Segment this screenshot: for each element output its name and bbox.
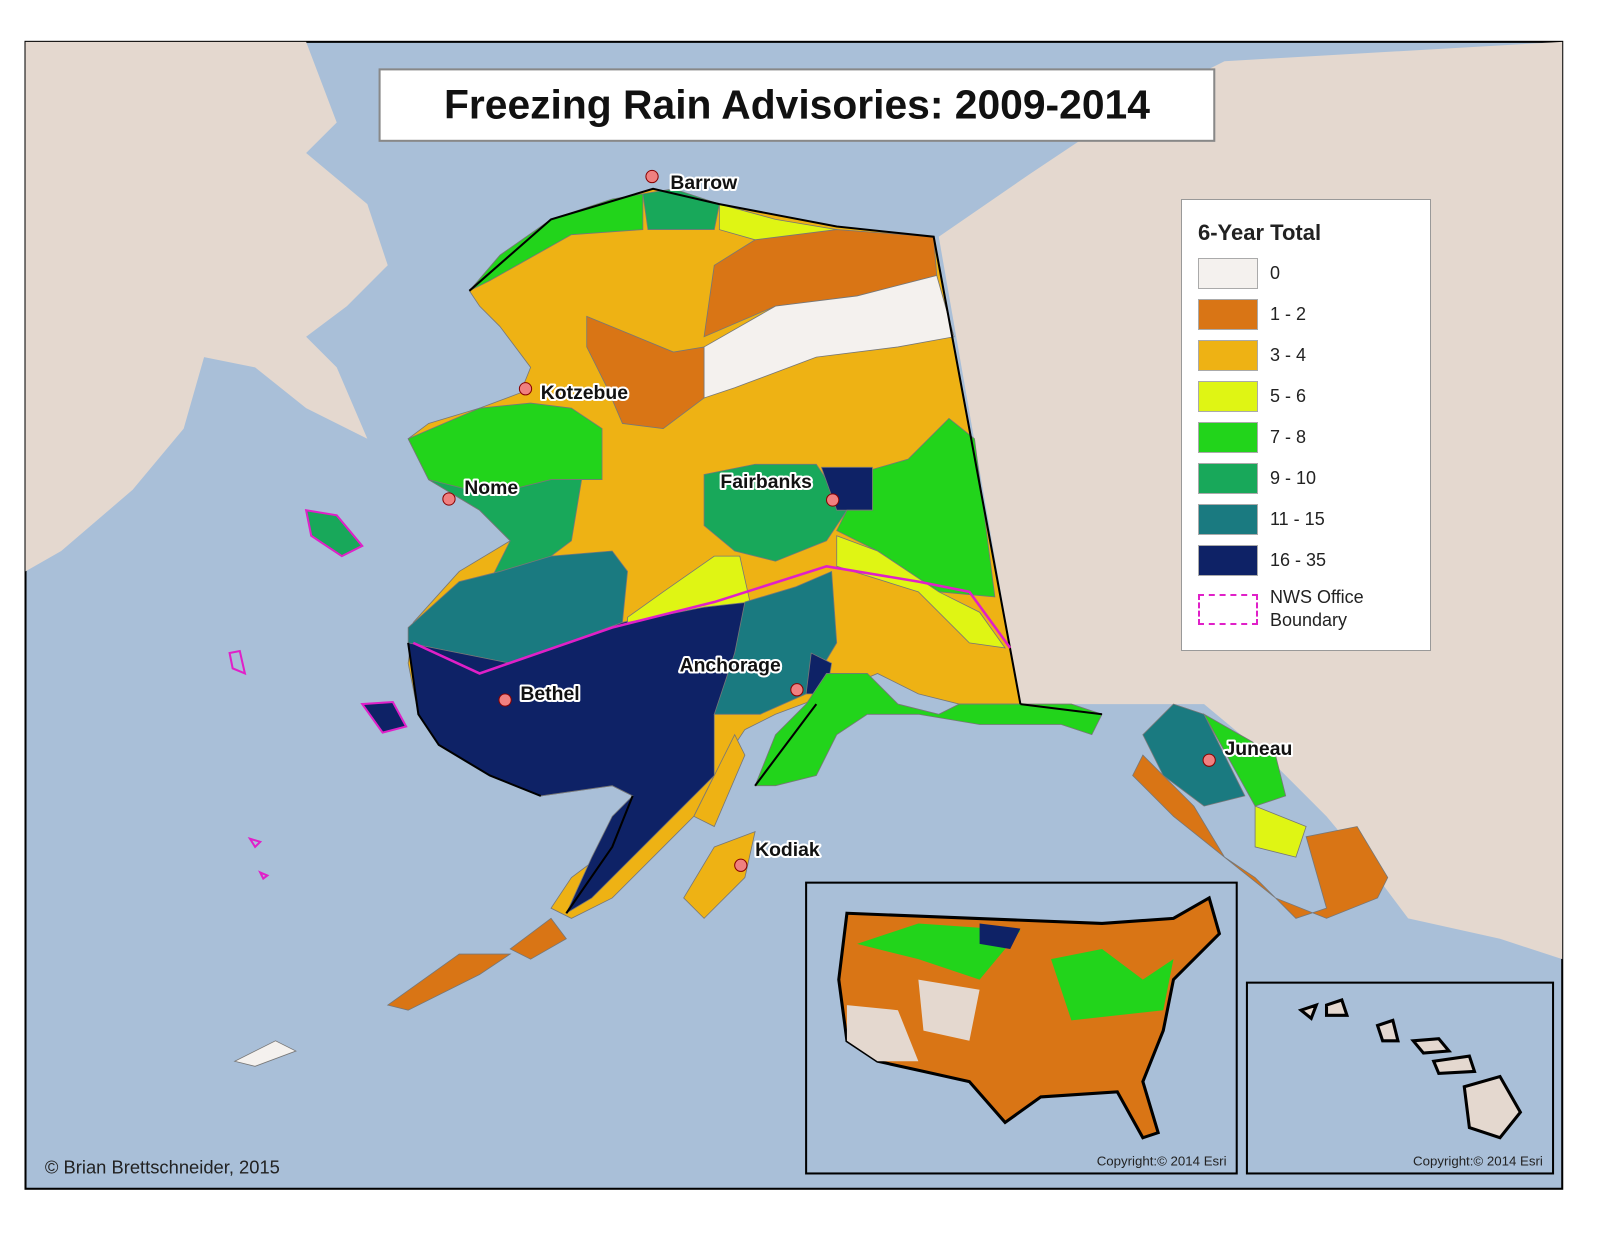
advisory-region	[1132, 754, 1389, 919]
advisory-region	[693, 733, 746, 828]
legend-swatch	[1198, 545, 1258, 576]
legend-item: 3 - 4	[1198, 340, 1430, 371]
legend-label: 16 - 35	[1270, 550, 1327, 570]
place-dot	[645, 169, 659, 184]
legend-item: 1 - 2	[1198, 299, 1430, 330]
advisory-region	[703, 463, 848, 562]
place-label: Juneau	[1224, 738, 1292, 760]
legend-swatch	[1198, 422, 1258, 453]
advisory-region	[233, 1040, 297, 1067]
legend-label: 3 - 4	[1270, 345, 1307, 365]
place-label: Fairbanks	[720, 471, 812, 493]
footer-credit: © Brian Brettschneider, 2015	[45, 1156, 280, 1177]
legend-swatch	[1198, 299, 1258, 330]
place-label: Kotzebue	[541, 382, 628, 404]
legend-swatch	[1198, 258, 1258, 289]
legend-swatch	[1198, 593, 1258, 625]
place-dot	[518, 382, 533, 396]
advisory-region	[1254, 805, 1307, 858]
legend-item: 16 - 35	[1198, 545, 1430, 576]
inset-credit: Copyright:© 2014 Esri	[1097, 1153, 1227, 1168]
place-dot	[442, 492, 456, 506]
land-island	[275, 86, 312, 113]
land-russia	[25, 41, 388, 572]
legend-label: 11 - 15	[1270, 509, 1325, 529]
place-label: Bethel	[520, 683, 579, 705]
legend-title: 6-Year Total	[1198, 220, 1322, 245]
place-dot	[1202, 753, 1216, 767]
place-dot	[826, 493, 840, 507]
place-label: Nome	[464, 477, 518, 499]
legend-label: NWS Office Boundary	[1270, 587, 1364, 630]
legend-rows: 0 1 - 2 3 - 4 5 - 6 7 - 8 9 - 10 11 - 15 16 - 3…	[1182, 258, 1430, 632]
advisory-region	[386, 953, 512, 1011]
legend-label: 9 - 10	[1270, 468, 1317, 488]
inset-credit: Copyright:© 2014 Esri	[1413, 1153, 1543, 1168]
title-box	[378, 68, 1216, 142]
legend-item: NWS Office Boundary	[1198, 586, 1430, 632]
legend-swatch	[1198, 463, 1258, 494]
alaska	[228, 187, 1389, 1067]
map-title: Freezing Rain Advisories: 2009-2014	[444, 81, 1150, 127]
inset-hawaii: Copyright:© 2014 Esri	[1245, 981, 1555, 1175]
place-dot	[498, 693, 512, 707]
legend-swatch	[1198, 381, 1258, 412]
legend-item: 7 - 8	[1198, 422, 1430, 453]
place-label: Kodiak	[755, 839, 820, 861]
advisory-region	[836, 535, 1006, 649]
legend-swatch	[1198, 504, 1258, 535]
legend-swatch	[1198, 340, 1258, 371]
legend-item: 9 - 10	[1198, 463, 1430, 494]
legend-label: 1 - 2	[1270, 304, 1307, 324]
legend-item: 11 - 15	[1198, 504, 1430, 535]
legend-item: 5 - 6	[1198, 381, 1430, 412]
nws-boundary	[412, 565, 1012, 675]
nws-islands	[228, 508, 408, 881]
legend-label: 0	[1270, 263, 1281, 283]
legend-label: 5 - 6	[1270, 386, 1307, 406]
legend-item: 0	[1198, 258, 1430, 289]
place-label: Anchorage	[680, 654, 781, 676]
places: Barrow Kotzebue Nome Fairbanks Anchorage…	[442, 169, 1294, 872]
advisory-region	[1203, 713, 1287, 807]
advisory-region	[586, 315, 705, 429]
advisory-region	[703, 275, 955, 399]
inset-conus: Copyright:© 2014 Esri	[805, 881, 1238, 1175]
place-dot	[734, 858, 748, 872]
legend-label: 7 - 8	[1270, 427, 1307, 447]
advisory-region	[1142, 703, 1246, 807]
place-dot	[790, 683, 804, 697]
advisory-region	[509, 917, 567, 960]
advisory-region	[683, 830, 756, 919]
place-label: Barrow	[670, 172, 738, 194]
advisory-region	[754, 673, 1103, 787]
legend: 6-Year Total 0 1 - 2 3 - 4 5 - 6 7 - 8 9 - 10…	[1181, 199, 1431, 651]
